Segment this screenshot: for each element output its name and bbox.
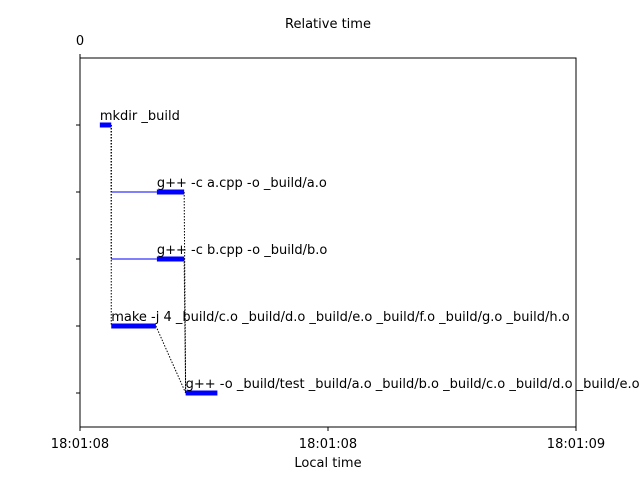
bottom-tick-label-1: 18:01:08 (299, 437, 357, 452)
y-axis (76, 124, 80, 394)
x-axis-label: Local time (294, 456, 361, 471)
task-label-0: mkdir _build (100, 109, 180, 124)
dependency-line-5 (155, 325, 187, 394)
top-axis-title: Relative time (285, 17, 371, 32)
bottom-tick-label-0: 18:01:08 (51, 437, 109, 452)
task-bar-1 (156, 189, 185, 195)
bottom-axis: 18:01:08 18:01:08 18:01:09 (51, 427, 605, 452)
task-label-1: g++ -c a.cpp -o _build/a.o (157, 176, 327, 191)
top-axis: 0 (76, 34, 84, 58)
task-bar-3 (111, 323, 156, 329)
bottom-tick-label-2: 18:01:09 (547, 437, 605, 452)
task-bars (99, 122, 218, 396)
task-label-3: make -j 4 _build/c.o _build/d.o _build/e… (111, 310, 569, 325)
task-labels: mkdir _build g++ -c a.cpp -o _build/a.o g+… (100, 109, 640, 392)
plot-frame (79, 57, 577, 428)
task-bar-4 (185, 390, 218, 396)
task-label-4: g++ -o _build/test _build/a.o _build/b.o… (186, 377, 640, 392)
dependency-line-4 (183, 258, 187, 394)
task-label-2: g++ -c b.cpp -o _build/b.o (157, 243, 328, 258)
top-tick-label-0: 0 (76, 34, 84, 49)
task-bar-0 (99, 122, 112, 128)
task-bar-2 (156, 256, 185, 262)
wait-lines (111, 191, 157, 260)
dependency-line-3 (183, 191, 187, 394)
